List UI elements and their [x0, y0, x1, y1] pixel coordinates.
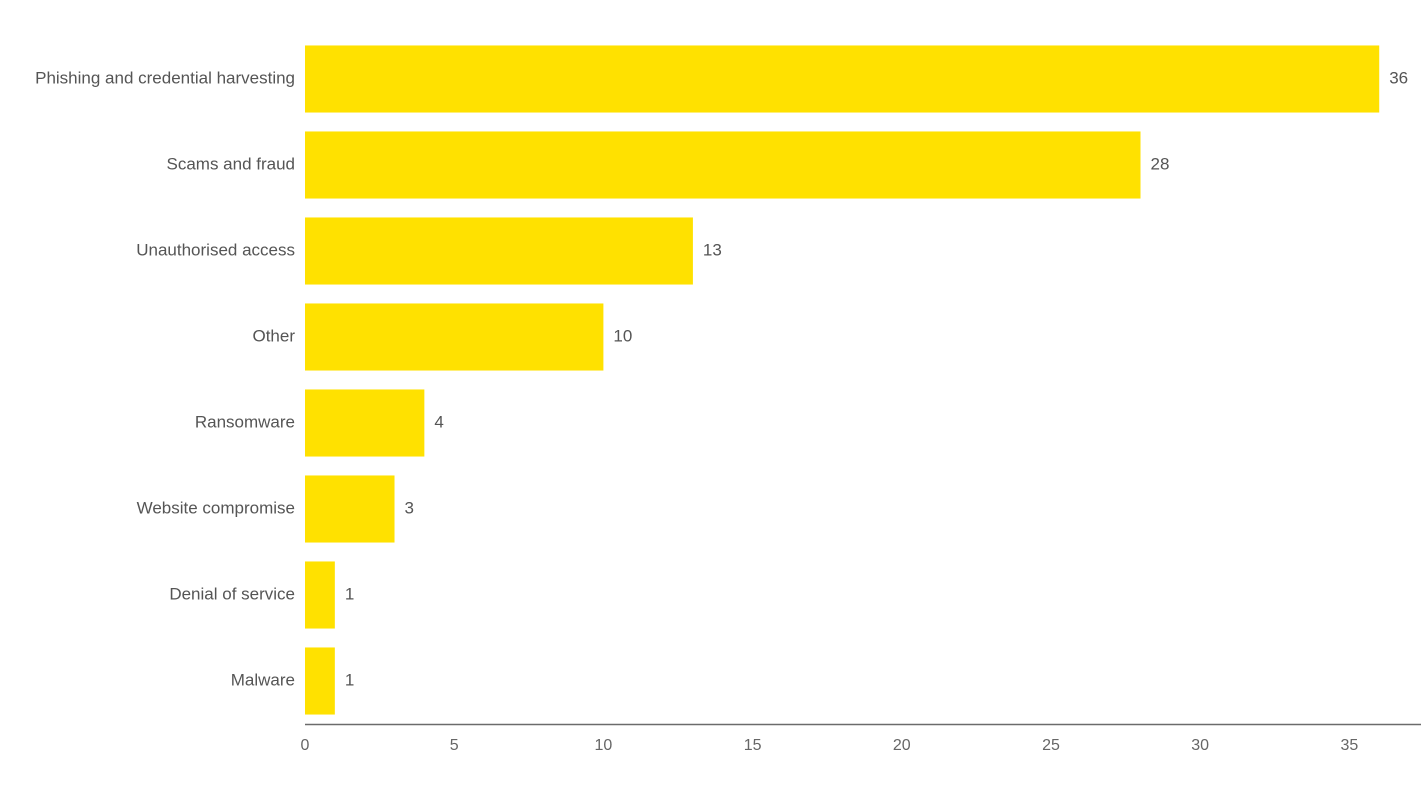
bar: [305, 45, 1380, 113]
x-tick-label: 35: [1340, 737, 1358, 754]
bar: [305, 389, 425, 457]
x-tick-labels-group: 0 5 10 15 20 25 30 35: [301, 737, 1359, 754]
category-labels-group: Phishing and credential harvesting Scams …: [35, 68, 295, 689]
category-label: Ransomware: [195, 412, 295, 431]
value-label: 36: [1389, 68, 1408, 87]
value-labels-group: 36 28 13 10 4 3 1 1: [345, 68, 1408, 689]
value-label: 3: [405, 498, 414, 517]
value-label: 4: [434, 412, 443, 431]
bars-group: [305, 45, 1380, 715]
bar: [305, 475, 395, 543]
category-label: Website compromise: [137, 498, 295, 517]
x-tick-label: 10: [594, 737, 612, 754]
value-label: 1: [345, 584, 354, 603]
x-tick-label: 5: [450, 737, 459, 754]
category-label: Malware: [231, 670, 295, 689]
x-tick-label: 25: [1042, 737, 1060, 754]
value-label: 1: [345, 670, 354, 689]
x-tick-label: 15: [744, 737, 762, 754]
category-label: Other: [252, 326, 295, 345]
value-label: 13: [703, 240, 722, 259]
bar: [305, 561, 335, 629]
category-label: Denial of service: [169, 584, 295, 603]
bar: [305, 131, 1141, 199]
x-tick-label: 30: [1191, 737, 1209, 754]
x-tick-label: 0: [301, 737, 310, 754]
value-label: 10: [613, 326, 632, 345]
category-label: Unauthorised access: [136, 240, 295, 259]
category-label: Scams and fraud: [166, 154, 295, 173]
value-label: 28: [1151, 154, 1170, 173]
x-tick-label: 20: [893, 737, 911, 754]
bar: [305, 303, 604, 371]
bar: [305, 647, 335, 715]
category-label: Phishing and credential harvesting: [35, 68, 295, 87]
bar: [305, 217, 693, 285]
